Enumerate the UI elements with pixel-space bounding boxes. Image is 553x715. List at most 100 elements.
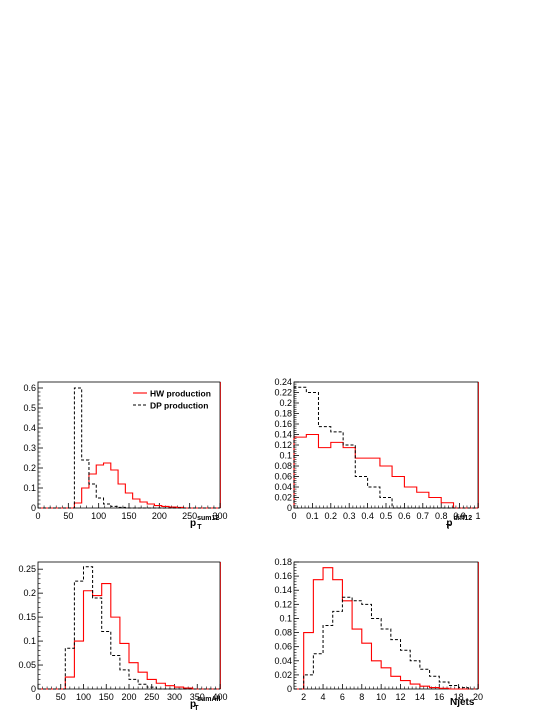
x-tick-label: 200: [152, 511, 167, 521]
y-tick-label: 0.14: [274, 430, 292, 440]
y-tick-label: 0.2: [279, 398, 292, 408]
y-tick-label: 0.16: [274, 571, 292, 581]
y-tick-label: 0.22: [274, 388, 292, 398]
y-tick-label: 0.02: [274, 670, 292, 680]
y-tick-label: 0.08: [274, 461, 292, 471]
y-tick-label: 0: [287, 684, 292, 694]
x-axis-label-main: p: [190, 518, 196, 529]
x-tick-label: 350: [190, 692, 205, 702]
y-tick-label: 0.3: [23, 443, 36, 453]
y-tick-label: 0.6: [23, 383, 36, 393]
x-axis-label: Njets: [450, 697, 475, 708]
x-tick-label: 0.7: [417, 511, 430, 521]
x-tick-label: 0.2: [325, 511, 338, 521]
x-tick-label: 50: [63, 511, 73, 521]
dp-histogram-line: [38, 566, 220, 690]
y-tick-label: 0.1: [23, 636, 36, 646]
y-tick-label: 0.02: [274, 493, 292, 503]
hw-histogram-line: [38, 583, 220, 690]
x-tick-label: 250: [182, 511, 197, 521]
y-tick-label: 0.5: [23, 403, 36, 413]
chart-panel-pt-sum12: 00.10.20.30.40.50.60 50 100 150 200 250 300psu…: [23, 381, 228, 531]
x-tick-label: 16: [434, 692, 444, 702]
y-tick-label: 0.1: [23, 483, 36, 493]
x-tick-label: 300: [212, 511, 227, 521]
y-tick-label: 0.12: [274, 599, 292, 609]
y-tick-label: 0.2: [23, 463, 36, 473]
y-tick-label: 0.4: [23, 423, 36, 433]
dp-histogram-line: [293, 386, 478, 509]
plot-frame: [37, 381, 221, 509]
y-tick-label: 0.12: [274, 440, 292, 450]
x-tick-label: 200: [121, 692, 136, 702]
plot-frame: [37, 561, 221, 690]
legend-label: DP production: [150, 401, 208, 411]
chart-panel-njets: 0 0.02 0.04 0.06 0.08 0.1 0.12 0.14 0.16 0.18 2 4 6 8…: [274, 557, 483, 708]
x-tick-label: 2: [301, 692, 306, 702]
y-tick-label: 0.08: [274, 628, 292, 638]
x-tick-label: 100: [76, 692, 91, 702]
x-tick-label: 4: [321, 692, 326, 702]
x-tick-label: 150: [121, 511, 136, 521]
hw-histogram-line: [294, 567, 478, 690]
x-tick-label: 8: [359, 692, 364, 702]
x-axis-label-sup: sum12: [197, 515, 219, 522]
x-tick-label: 0.5: [380, 511, 393, 521]
x-tick-label: 0.6: [398, 511, 411, 521]
y-tick-label: 0.18: [274, 557, 292, 567]
x-tick-label: 20: [473, 692, 483, 702]
x-axis-label-sup: sumAll: [197, 696, 220, 703]
hw-histogram-line: [38, 462, 220, 509]
chart-panel-pt-sumall: 0 0.05 0.1 0.15 0.2 0.25 0 50 100 150 200 250 300 350…: [18, 561, 228, 712]
y-tick-label: 0.04: [274, 482, 292, 492]
plot-frame: [293, 561, 479, 690]
y-tick-label: 0.04: [274, 656, 292, 666]
x-axis-label: psumAll T: [190, 696, 221, 712]
legend: HW production DP production: [133, 389, 211, 411]
x-tick-label: 0.3: [343, 511, 356, 521]
x-axis-label-main: p: [190, 699, 196, 710]
x-axis-label-main: p: [446, 518, 452, 529]
y-tick-label: 0.24: [274, 377, 292, 387]
x-axis-label: pdiff12 T: [446, 515, 472, 531]
x-tick-label: 250: [144, 692, 159, 702]
x-axis-label: psum12 T: [190, 515, 219, 531]
plot-frame: [293, 381, 479, 509]
y-tick-label: 0: [31, 684, 36, 694]
x-tick-label: 6: [340, 692, 345, 702]
dp-histogram-line: [38, 387, 220, 509]
x-tick-label: 0: [35, 511, 40, 521]
x-axis-label-sub: T: [197, 524, 202, 531]
x-tick-label: 100: [91, 511, 106, 521]
x-tick-label: 14: [415, 692, 425, 702]
x-axis-label-sup: diff12: [454, 515, 473, 522]
y-tick-label: 0.18: [274, 409, 292, 419]
x-tick-label: 0.8: [435, 511, 448, 521]
legend-label: HW production: [150, 389, 211, 399]
x-tick-label: 400: [212, 692, 227, 702]
y-tick-label: 0.25: [18, 564, 36, 574]
y-tick-label: 0.16: [274, 419, 292, 429]
y-tick-label: 0.05: [18, 660, 36, 670]
y-tick-label: 0.14: [274, 585, 292, 595]
y-tick-label: 0.1: [279, 451, 292, 461]
y-tick-label: 0: [287, 503, 292, 513]
x-tick-label: 0.9: [453, 511, 466, 521]
hw-histogram-line: [293, 433, 478, 509]
y-tick-label: 0.06: [274, 472, 292, 482]
x-tick-label: 300: [167, 692, 182, 702]
x-tick-label: 10: [376, 692, 386, 702]
y-tick-label: 0.2: [23, 588, 36, 598]
x-tick-label: 0.4: [361, 511, 374, 521]
x-axis-label-sub: T: [194, 705, 199, 712]
x-tick-label: 1: [475, 511, 480, 521]
x-tick-label: 0: [35, 692, 40, 702]
x-tick-label: 50: [56, 692, 66, 702]
x-tick-label: 150: [99, 692, 114, 702]
x-tick-label: 12: [396, 692, 406, 702]
y-tick-label: 0.1: [279, 613, 292, 623]
x-tick-label: 18: [454, 692, 464, 702]
x-tick-label: 0: [291, 511, 296, 521]
dp-histogram-line: [294, 596, 478, 690]
